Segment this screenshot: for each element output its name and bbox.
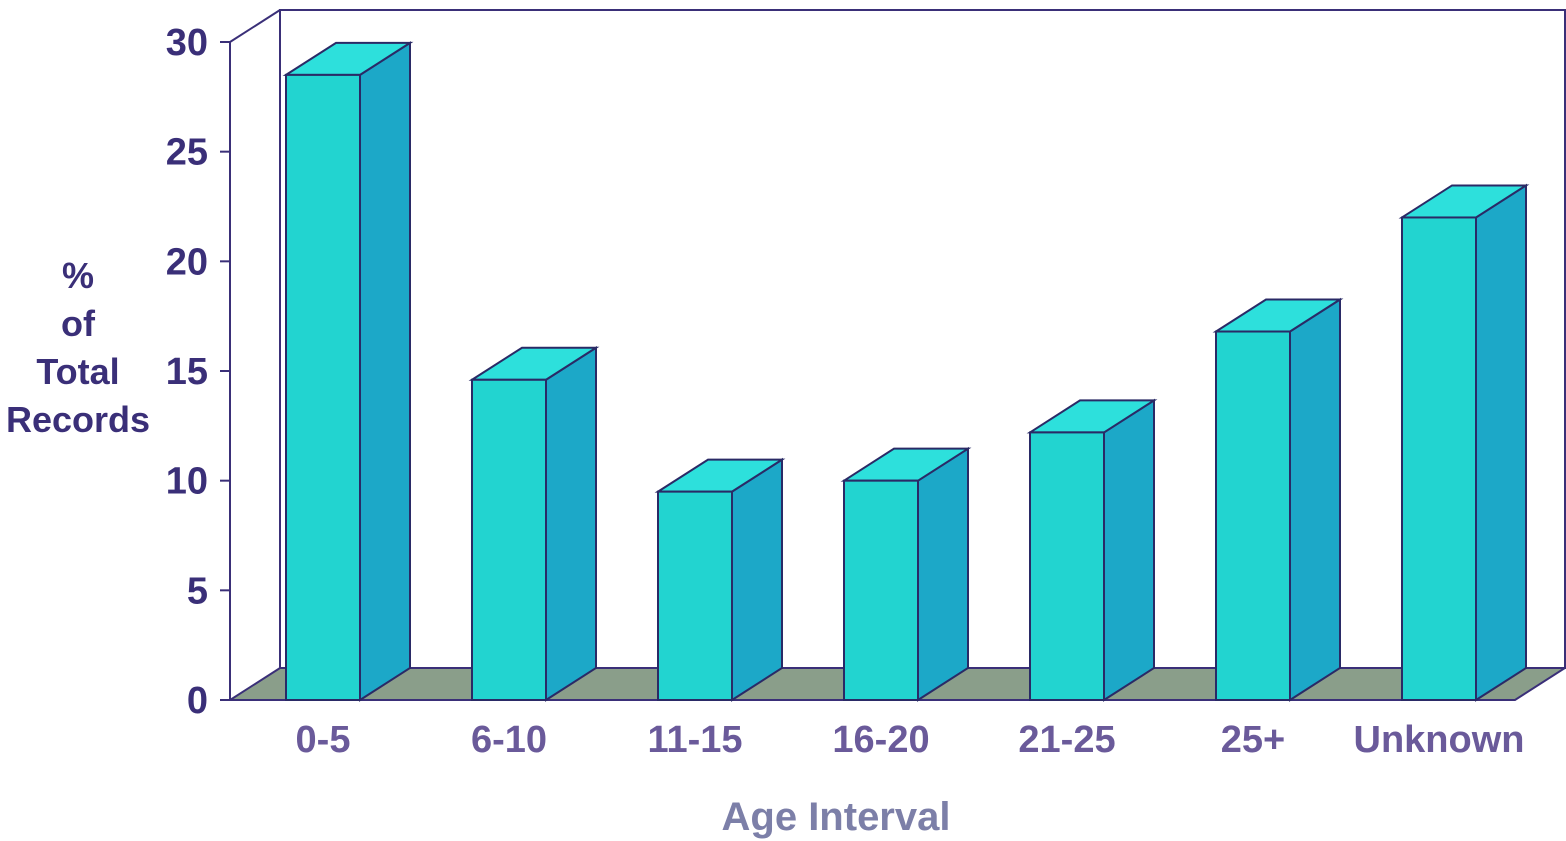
- bar-0-5: [282, 41, 414, 702]
- bars-group: [282, 41, 1530, 702]
- y-axis-title-line: Total: [36, 351, 119, 392]
- y-axis-title-line: Records: [6, 399, 150, 440]
- bar-side: [731, 457, 783, 702]
- bar-front: [471, 378, 547, 701]
- bar-11-15: [654, 457, 786, 702]
- x-tick-label: 6-10: [471, 719, 547, 761]
- bar-25+: [1212, 297, 1344, 702]
- bar-21-25: [1026, 398, 1158, 702]
- bar-front: [843, 479, 919, 701]
- y-axis-title-line: %: [62, 255, 94, 296]
- bar-Unknown: [1398, 183, 1530, 702]
- bar-16-20: [840, 446, 972, 702]
- y-axis-depth-line: [229, 9, 281, 43]
- y-tick-label: 20: [166, 241, 208, 283]
- x-tick-label: 16-20: [832, 719, 929, 761]
- y-tick-label: 15: [166, 351, 208, 393]
- x-tick-label: Unknown: [1354, 719, 1525, 761]
- y-tick-label: 10: [166, 461, 208, 503]
- x-tick-label: 0-5: [296, 719, 351, 761]
- category-labels: 0-5 6-10 11-15 16-20 21-25 25+ Unknown: [296, 719, 1525, 761]
- bar-front: [1029, 431, 1105, 701]
- y-axis-title-line: of: [61, 303, 96, 344]
- x-tick-label: 21-25: [1018, 719, 1115, 761]
- bar-front: [285, 73, 361, 701]
- bar-front: [1215, 330, 1291, 701]
- bar-side: [1289, 297, 1341, 702]
- x-tick-label: 25+: [1221, 719, 1285, 761]
- bar-side: [359, 41, 411, 702]
- bar-side: [917, 446, 969, 702]
- x-axis-title: Age Interval: [722, 795, 951, 839]
- y-tick-label: 0: [187, 680, 208, 722]
- y-tick-label: 5: [187, 570, 208, 612]
- bar-side: [545, 345, 597, 702]
- y-tick-label: 25: [166, 132, 208, 174]
- bar-front: [1401, 216, 1477, 701]
- bar-front: [657, 490, 733, 701]
- bar-side: [1475, 183, 1527, 702]
- bar-6-10: [468, 345, 600, 702]
- y-axis-title: % of Total Records: [6, 255, 150, 440]
- y-axis-ticks: 0 5 10 15 20 25 30: [166, 9, 281, 722]
- x-tick-label: 11-15: [647, 719, 742, 761]
- bar-side: [1103, 398, 1155, 702]
- y-tick-label: 30: [166, 22, 208, 64]
